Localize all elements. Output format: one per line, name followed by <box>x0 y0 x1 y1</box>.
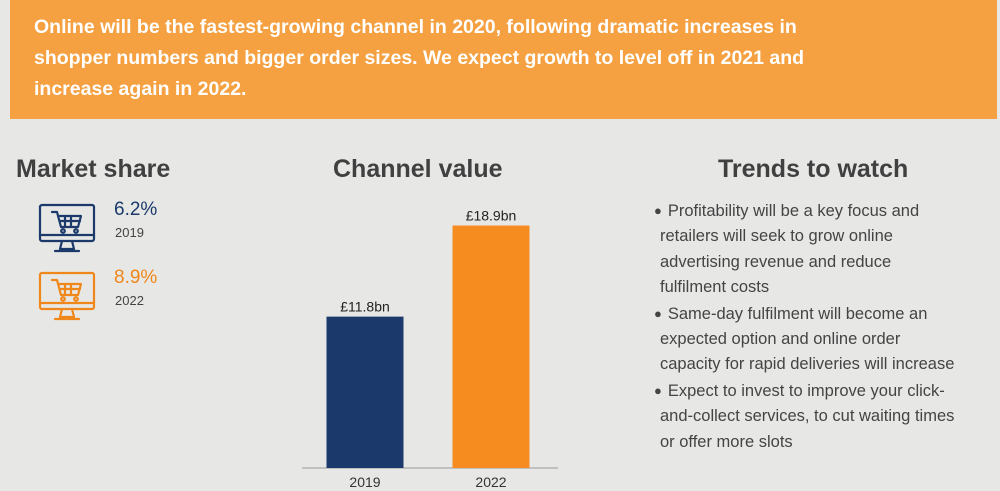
trend-item: ● Profitability will be a key focus and r… <box>654 198 1000 301</box>
trend-line: Profitability will be a key focus and <box>667 202 920 220</box>
trend-line: retailers will seek to grow online <box>660 227 893 246</box>
trend-item: ● Same-day fulfilment will become an expe… <box>654 301 1000 378</box>
summary-banner: Online will be the fastest-growing chann… <box>10 0 997 119</box>
trend-item: ● Expect to invest to improve your click-… <box>654 378 1000 455</box>
trends-title: Trends to watch <box>718 155 909 183</box>
bar-2019 <box>326 316 404 468</box>
bar-2022 <box>452 225 530 468</box>
bar-data-label: £11.8bn <box>340 299 390 315</box>
trend-line: or offer more slots <box>660 432 793 451</box>
market-share-value: 6.2% <box>114 199 158 220</box>
computer-cart-icon <box>38 271 96 321</box>
banner-line: Online will be the fastest-growing chann… <box>34 16 797 38</box>
bar-data-label: £18.9bn <box>466 208 517 224</box>
banner-line: shopper numbers and bigger order sizes. … <box>34 47 805 69</box>
bullet-icon: ● <box>654 382 662 398</box>
market-share-year: 2022 <box>115 293 144 308</box>
market-share-title: Market share <box>16 155 171 183</box>
trends-list: ● Profitability will be a key focus and r… <box>654 198 1000 455</box>
trend-line: capacity for rapid deliveries will incre… <box>660 355 955 374</box>
market-share-entry-2019: 6.2% 2019 <box>38 199 238 265</box>
channel-value-chart: £11.8bn 2019 £18.9bn 2022 <box>302 208 558 490</box>
market-share-value: 8.9% <box>114 267 158 288</box>
computer-cart-icon <box>38 203 96 253</box>
trend-line: Expect to invest to improve your click- <box>667 381 945 400</box>
trend-line: Same-day fulfilment will become an <box>667 304 928 323</box>
market-share-entry-2022: 8.9% 2022 <box>38 267 238 333</box>
trend-line: advertising revenue and reduce <box>660 252 892 271</box>
bullet-icon: ● <box>654 305 662 321</box>
market-share-year: 2019 <box>115 225 144 240</box>
x-tick-label: 2019 <box>349 474 380 490</box>
banner-line: increase again in 2022. <box>34 78 247 100</box>
trend-line: and-collect services, to cut waiting tim… <box>660 407 955 426</box>
channel-value-title: Channel value <box>333 155 503 183</box>
trend-line: expected option and online order <box>660 330 901 349</box>
bullet-icon: ● <box>654 203 662 218</box>
trend-line: fulfilment costs <box>660 278 770 297</box>
x-tick-label: 2022 <box>475 474 506 490</box>
